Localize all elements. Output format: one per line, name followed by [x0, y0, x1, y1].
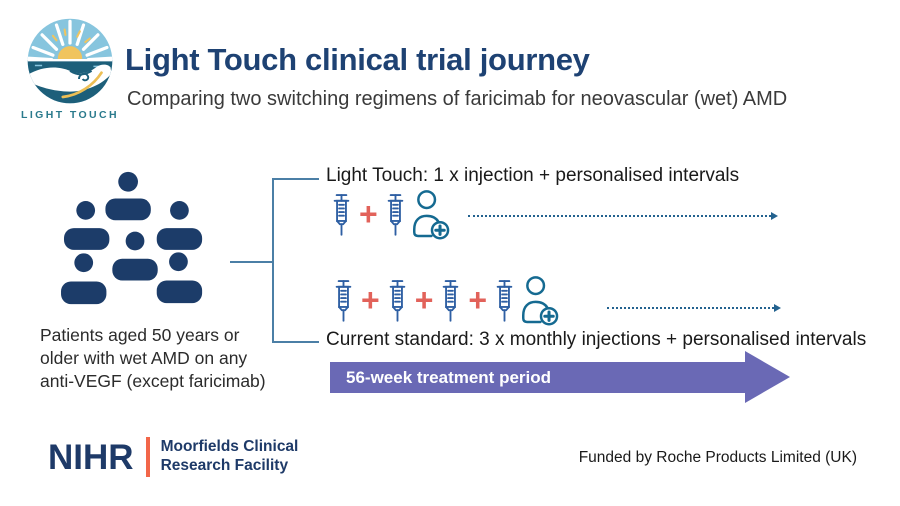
partner-name-line2: Research Facility [160, 457, 289, 474]
connector-line-to-current-standard-arm [272, 341, 319, 343]
syringe-icon [496, 279, 513, 322]
dotted-line [607, 307, 774, 309]
nihr-wordmark: NIHR [48, 437, 134, 477]
arm-current-standard-label: Current standard: 3 x monthly injections… [326, 329, 867, 350]
patient-group-icon [61, 171, 203, 305]
plus-separator-icon: + [361, 282, 380, 318]
arrowhead-icon [774, 304, 781, 312]
logo-wordmark: LIGHT TOUCH [21, 109, 119, 121]
funding-statement: Funded by Roche Products Limited (UK) [578, 449, 857, 466]
light-touch-logo-mark [27, 18, 113, 104]
treatment-period-arrowhead [745, 351, 790, 403]
logo-divider [145, 437, 150, 477]
syringe-icon [333, 193, 350, 236]
page-title: Light Touch clinical trial journey [125, 42, 590, 77]
partner-name-line1: Moorfields Clinical [160, 438, 299, 456]
light-touch-interval-arrow [468, 211, 778, 221]
connector-line-to-light-touch-arm [272, 178, 319, 180]
light-touch-logo: LIGHT TOUCH [20, 16, 120, 121]
arm-light-touch-label: Light Touch: 1 x injection + personalise… [326, 165, 740, 186]
arm-current-standard-regimen-icons: + + + [333, 273, 560, 327]
clinician-plus-icon [522, 276, 559, 326]
connector-line-from-patients [230, 261, 274, 263]
partner-name: Moorfields Clinical Research Facility [161, 438, 299, 476]
syringe-icon [443, 279, 459, 322]
arrowhead-icon [771, 212, 778, 220]
current-standard-interval-arrow [607, 303, 781, 313]
plus-separator-icon: + [414, 282, 434, 318]
syringe-icon [335, 279, 352, 322]
plus-separator-icon: + [359, 196, 378, 232]
nihr-moorfields-logo: NIHR Moorfields Clinical Research Facili… [48, 437, 298, 477]
page-subtitle: Comparing two switching regimens of fari… [127, 88, 788, 110]
dotted-line [468, 215, 771, 217]
patient-eligibility-text: Patients aged 50 years or older with wet… [40, 325, 266, 392]
treatment-period-arrow: 56-week treatment period [330, 362, 745, 393]
connector-bracket-vertical [272, 178, 274, 343]
syringe-icon [387, 193, 403, 236]
plus-separator-icon: + [468, 282, 488, 318]
arm-light-touch-regimen-icons: + [331, 187, 451, 241]
syringe-icon [389, 279, 405, 322]
clinician-plus-icon [412, 190, 449, 240]
